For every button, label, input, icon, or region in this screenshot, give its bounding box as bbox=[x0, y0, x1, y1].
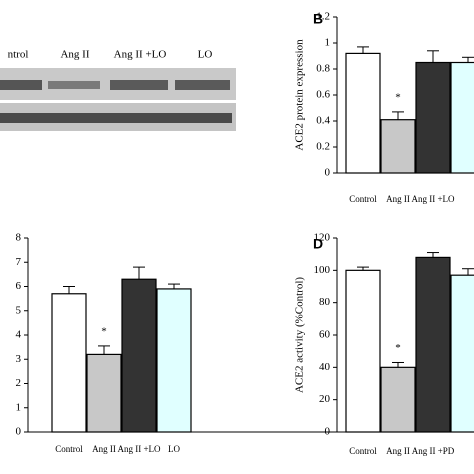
bar bbox=[51, 293, 87, 433]
annotation: * bbox=[395, 91, 401, 103]
lane-label: ntrol bbox=[8, 49, 29, 61]
x-tick-label: Control bbox=[349, 446, 377, 456]
bar bbox=[345, 52, 381, 174]
y-tick-label: 4 bbox=[16, 329, 22, 341]
blot-band bbox=[48, 81, 100, 89]
y-tick-label: 8 bbox=[16, 232, 22, 244]
y-tick-label: 120 bbox=[314, 232, 331, 244]
x-tick-label: LO bbox=[168, 444, 180, 454]
panel-letter: B bbox=[313, 11, 323, 27]
blot-band bbox=[0, 113, 232, 123]
y-tick-label: 20 bbox=[319, 393, 331, 405]
bar bbox=[380, 366, 416, 433]
lane-label: Ang II bbox=[60, 49, 89, 61]
blot-image bbox=[0, 68, 236, 131]
bar bbox=[415, 61, 451, 174]
y-tick-label: 0.6 bbox=[316, 89, 330, 101]
x-tick-label: Control bbox=[349, 194, 377, 204]
y-tick-label: 1 bbox=[16, 401, 22, 413]
bar bbox=[121, 278, 157, 433]
x-tick-label: Ang II +PD bbox=[412, 446, 455, 456]
bar bbox=[380, 119, 416, 174]
y-tick-label: 0.8 bbox=[316, 63, 330, 75]
lane-label: LO bbox=[198, 49, 213, 61]
y-axis-label: ACE2 activity (%Control) bbox=[294, 277, 306, 393]
blot-band bbox=[175, 80, 230, 90]
bar bbox=[450, 61, 474, 174]
annotation: * bbox=[101, 325, 107, 337]
annotation: * bbox=[395, 342, 401, 354]
y-tick-label: 60 bbox=[319, 329, 331, 341]
y-tick-label: 5 bbox=[16, 304, 22, 316]
y-tick-label: 100 bbox=[314, 264, 331, 276]
bar bbox=[450, 274, 474, 433]
x-tick-label: Ang II bbox=[386, 194, 410, 204]
y-tick-label: 7 bbox=[16, 256, 22, 268]
y-tick-label: 0 bbox=[16, 426, 22, 438]
y-tick-label: 0.4 bbox=[316, 115, 330, 127]
x-tick-label: Control bbox=[55, 444, 83, 454]
y-tick-label: 2 bbox=[16, 377, 22, 389]
x-tick-label: Ang II +LO bbox=[411, 194, 455, 204]
y-tick-label: 6 bbox=[16, 280, 22, 292]
bar bbox=[86, 353, 122, 433]
y-tick-label: 0.2 bbox=[316, 141, 330, 153]
blot-band bbox=[110, 80, 168, 90]
x-tick-label: Ang II +LO bbox=[117, 444, 161, 454]
bar bbox=[156, 288, 192, 433]
y-tick-label: 0 bbox=[325, 167, 331, 179]
y-tick-label: 40 bbox=[319, 361, 331, 373]
y-tick-label: 0 bbox=[325, 426, 331, 438]
x-tick-label: Ang II bbox=[386, 446, 410, 456]
x-tick-label: Ang II bbox=[92, 444, 116, 454]
blot-band bbox=[0, 80, 42, 90]
panel-letter: D bbox=[313, 236, 323, 252]
y-tick-label: 80 bbox=[319, 296, 331, 308]
bar bbox=[415, 256, 451, 433]
y-tick-label: 1.2 bbox=[316, 11, 330, 23]
y-tick-label: 3 bbox=[16, 353, 22, 365]
y-axis-label: ACE2 protein expression bbox=[294, 39, 306, 151]
lane-label: Ang II +LO bbox=[114, 49, 167, 61]
bar bbox=[345, 269, 381, 433]
y-tick-label: 1 bbox=[325, 37, 331, 49]
